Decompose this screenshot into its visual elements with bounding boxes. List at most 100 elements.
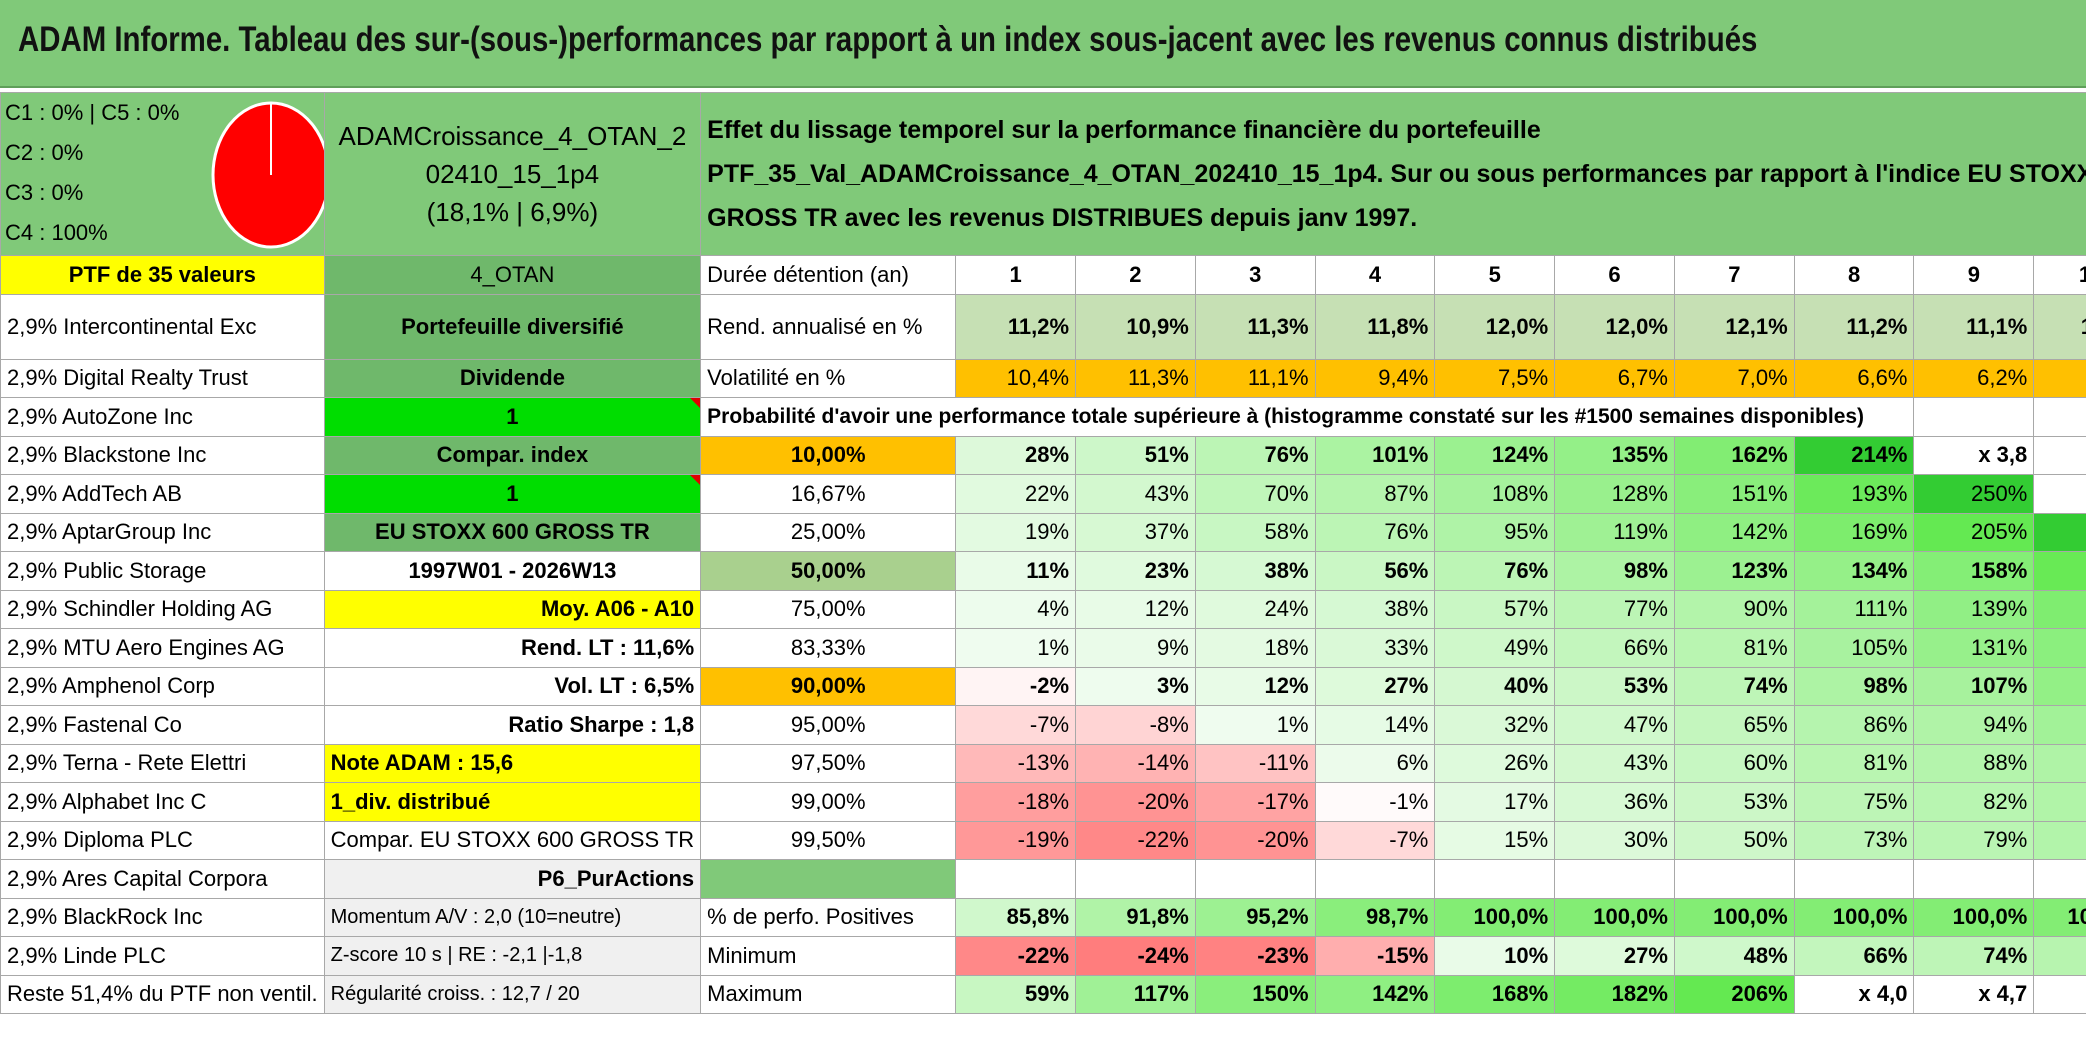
max-label: Maximum [700,974,957,1014]
rend-label: Rend. annualisé en % [700,293,957,360]
flag-one-a: 1 [323,397,702,437]
probability-level: 83,33% [700,628,957,668]
min-value: 84% [2033,936,2086,976]
vol-value: 10,4% [955,358,1077,398]
prob-value: 135% [1554,435,1675,475]
prob-value: 79% [1913,820,2035,860]
prob-value: 14% [1314,705,1436,745]
prob-value: 43% [1075,474,1196,514]
duration-header: 6 [1554,255,1675,295]
prob-value: 27% [1314,666,1436,706]
holding-name: 2,9% AddTech AB [0,474,325,514]
duration-header: 4 [1314,255,1436,295]
vol-value: 7,5% [1434,358,1556,398]
note-adam-label: Note ADAM : 15,6 [323,743,702,783]
empty-cell [1314,859,1436,899]
min-value: -23% [1194,936,1316,976]
period-label: 1997W01 - 2026W13 [323,551,702,591]
empty-green-cell [700,859,957,899]
prob-value: 123% [1673,551,1795,591]
vol-value: 11,3% [1075,358,1196,398]
empty-cell [1913,859,2035,899]
prob-value: 36% [1554,782,1675,822]
page-title: ADAM Informe. Tableau des sur-(sous-)per… [18,20,1758,59]
prob-value: 33% [1314,628,1436,668]
rend-value: 10,9% [1075,293,1196,360]
rend-value: 11,8% [1314,293,1436,360]
holding-name: 2,9% Terna - Rete Elettri [0,743,325,783]
asset-class-panel: C1 : 0% | C5 : 0% C2 : 0% C3 : 0% C4 : 1… [0,92,325,256]
prob-value: 98% [1554,551,1675,591]
min-label: Minimum [700,936,957,976]
div-label: 1_div. distribué [323,782,702,822]
holding-name: 2,9% Amphenol Corp [0,666,325,706]
prob-value: 239% [2033,512,2086,552]
prob-value: 11% [955,551,1077,591]
vol-value: 11,1% [1194,358,1316,398]
empty-cell [1673,859,1795,899]
prob-value: 9% [1075,628,1196,668]
prob-value: 131% [1913,628,2035,668]
prob-value: 50% [1673,820,1795,860]
prob-value: 91% [2033,820,2086,860]
prob-value: 101% [1314,435,1436,475]
prob-value: 38% [1194,551,1316,591]
prob-value: 148% [2033,628,2086,668]
rend-value: 12,0% [1434,293,1556,360]
pos-label: % de perfo. Positives [700,897,957,937]
prob-value: 193% [1793,474,1915,514]
prob-value: -7% [955,705,1077,745]
prob-value: 53% [1673,782,1795,822]
sharpe-label: Ratio Sharpe : 1,8 [323,705,702,745]
probability-level: 99,00% [700,782,957,822]
holding-name: 2,9% Diploma PLC [0,820,325,860]
prob-value: -13% [955,743,1077,783]
vol-value: 9,4% [1314,358,1436,398]
probability-level: 99,50% [700,820,957,860]
probability-level: 50,00% [700,551,957,591]
holding-name: 2,9% AutoZone Inc [0,397,325,437]
prob-value: 166% [2033,589,2086,629]
portfolio-stats: (18,1% | 6,9%) [426,197,599,227]
max-value: 59% [955,974,1077,1014]
prob-value: 49% [1434,628,1556,668]
holding-name: 2,9% MTU Aero Engines AG [0,628,325,668]
prob-value: -22% [1075,820,1196,860]
regularite-label: Régularité croiss. : 12,7 / 20 [323,974,702,1014]
max-value: x 4,0 [1793,974,1915,1014]
max-value: x 5,3 [2033,974,2086,1014]
min-value: 66% [1793,936,1915,976]
empty-cell [2033,397,2086,437]
min-value: -24% [1075,936,1196,976]
prob-value: 70% [1194,474,1316,514]
prob-value: x 4,3 [2033,435,2086,475]
prob-value: -19% [955,820,1077,860]
pos-value: 85,8% [955,897,1077,937]
prob-value: 75% [1793,782,1915,822]
prob-value: 37% [1075,512,1196,552]
empty-cell [1434,859,1556,899]
prob-value: 58% [1194,512,1316,552]
prob-value: -17% [1194,782,1316,822]
ptf-code: 4_OTAN [323,255,702,295]
prob-value: 76% [1194,435,1316,475]
prob-value: 4% [955,589,1077,629]
prob-value: 111% [1793,589,1915,629]
prob-value: 43% [1554,743,1675,783]
holding-name: 2,9% Linde PLC [0,936,325,976]
prob-value: -7% [1314,820,1436,860]
pos-value: 98,7% [1314,897,1436,937]
holding-name: 2,9% Alphabet Inc C [0,782,325,822]
duration-header: 7 [1673,255,1795,295]
pos-value: 100,0% [1913,897,2035,937]
effect-line-3: GROSS TR avec les revenus DISTRIBUES dep… [707,204,1418,232]
prob-value: 142% [1673,512,1795,552]
title-bar: ADAM Informe. Tableau des sur-(sous-)per… [0,0,2086,88]
prob-value: 18% [1194,628,1316,668]
empty-cell [955,859,1077,899]
portfolio-name-1: ADAMCroissance_4_OTAN_2 [338,121,687,151]
prob-value: x 3,8 [1913,435,2035,475]
prob-value: 86% [1793,705,1915,745]
prob-value: -11% [1194,743,1316,783]
duration-header: 3 [1194,255,1316,295]
